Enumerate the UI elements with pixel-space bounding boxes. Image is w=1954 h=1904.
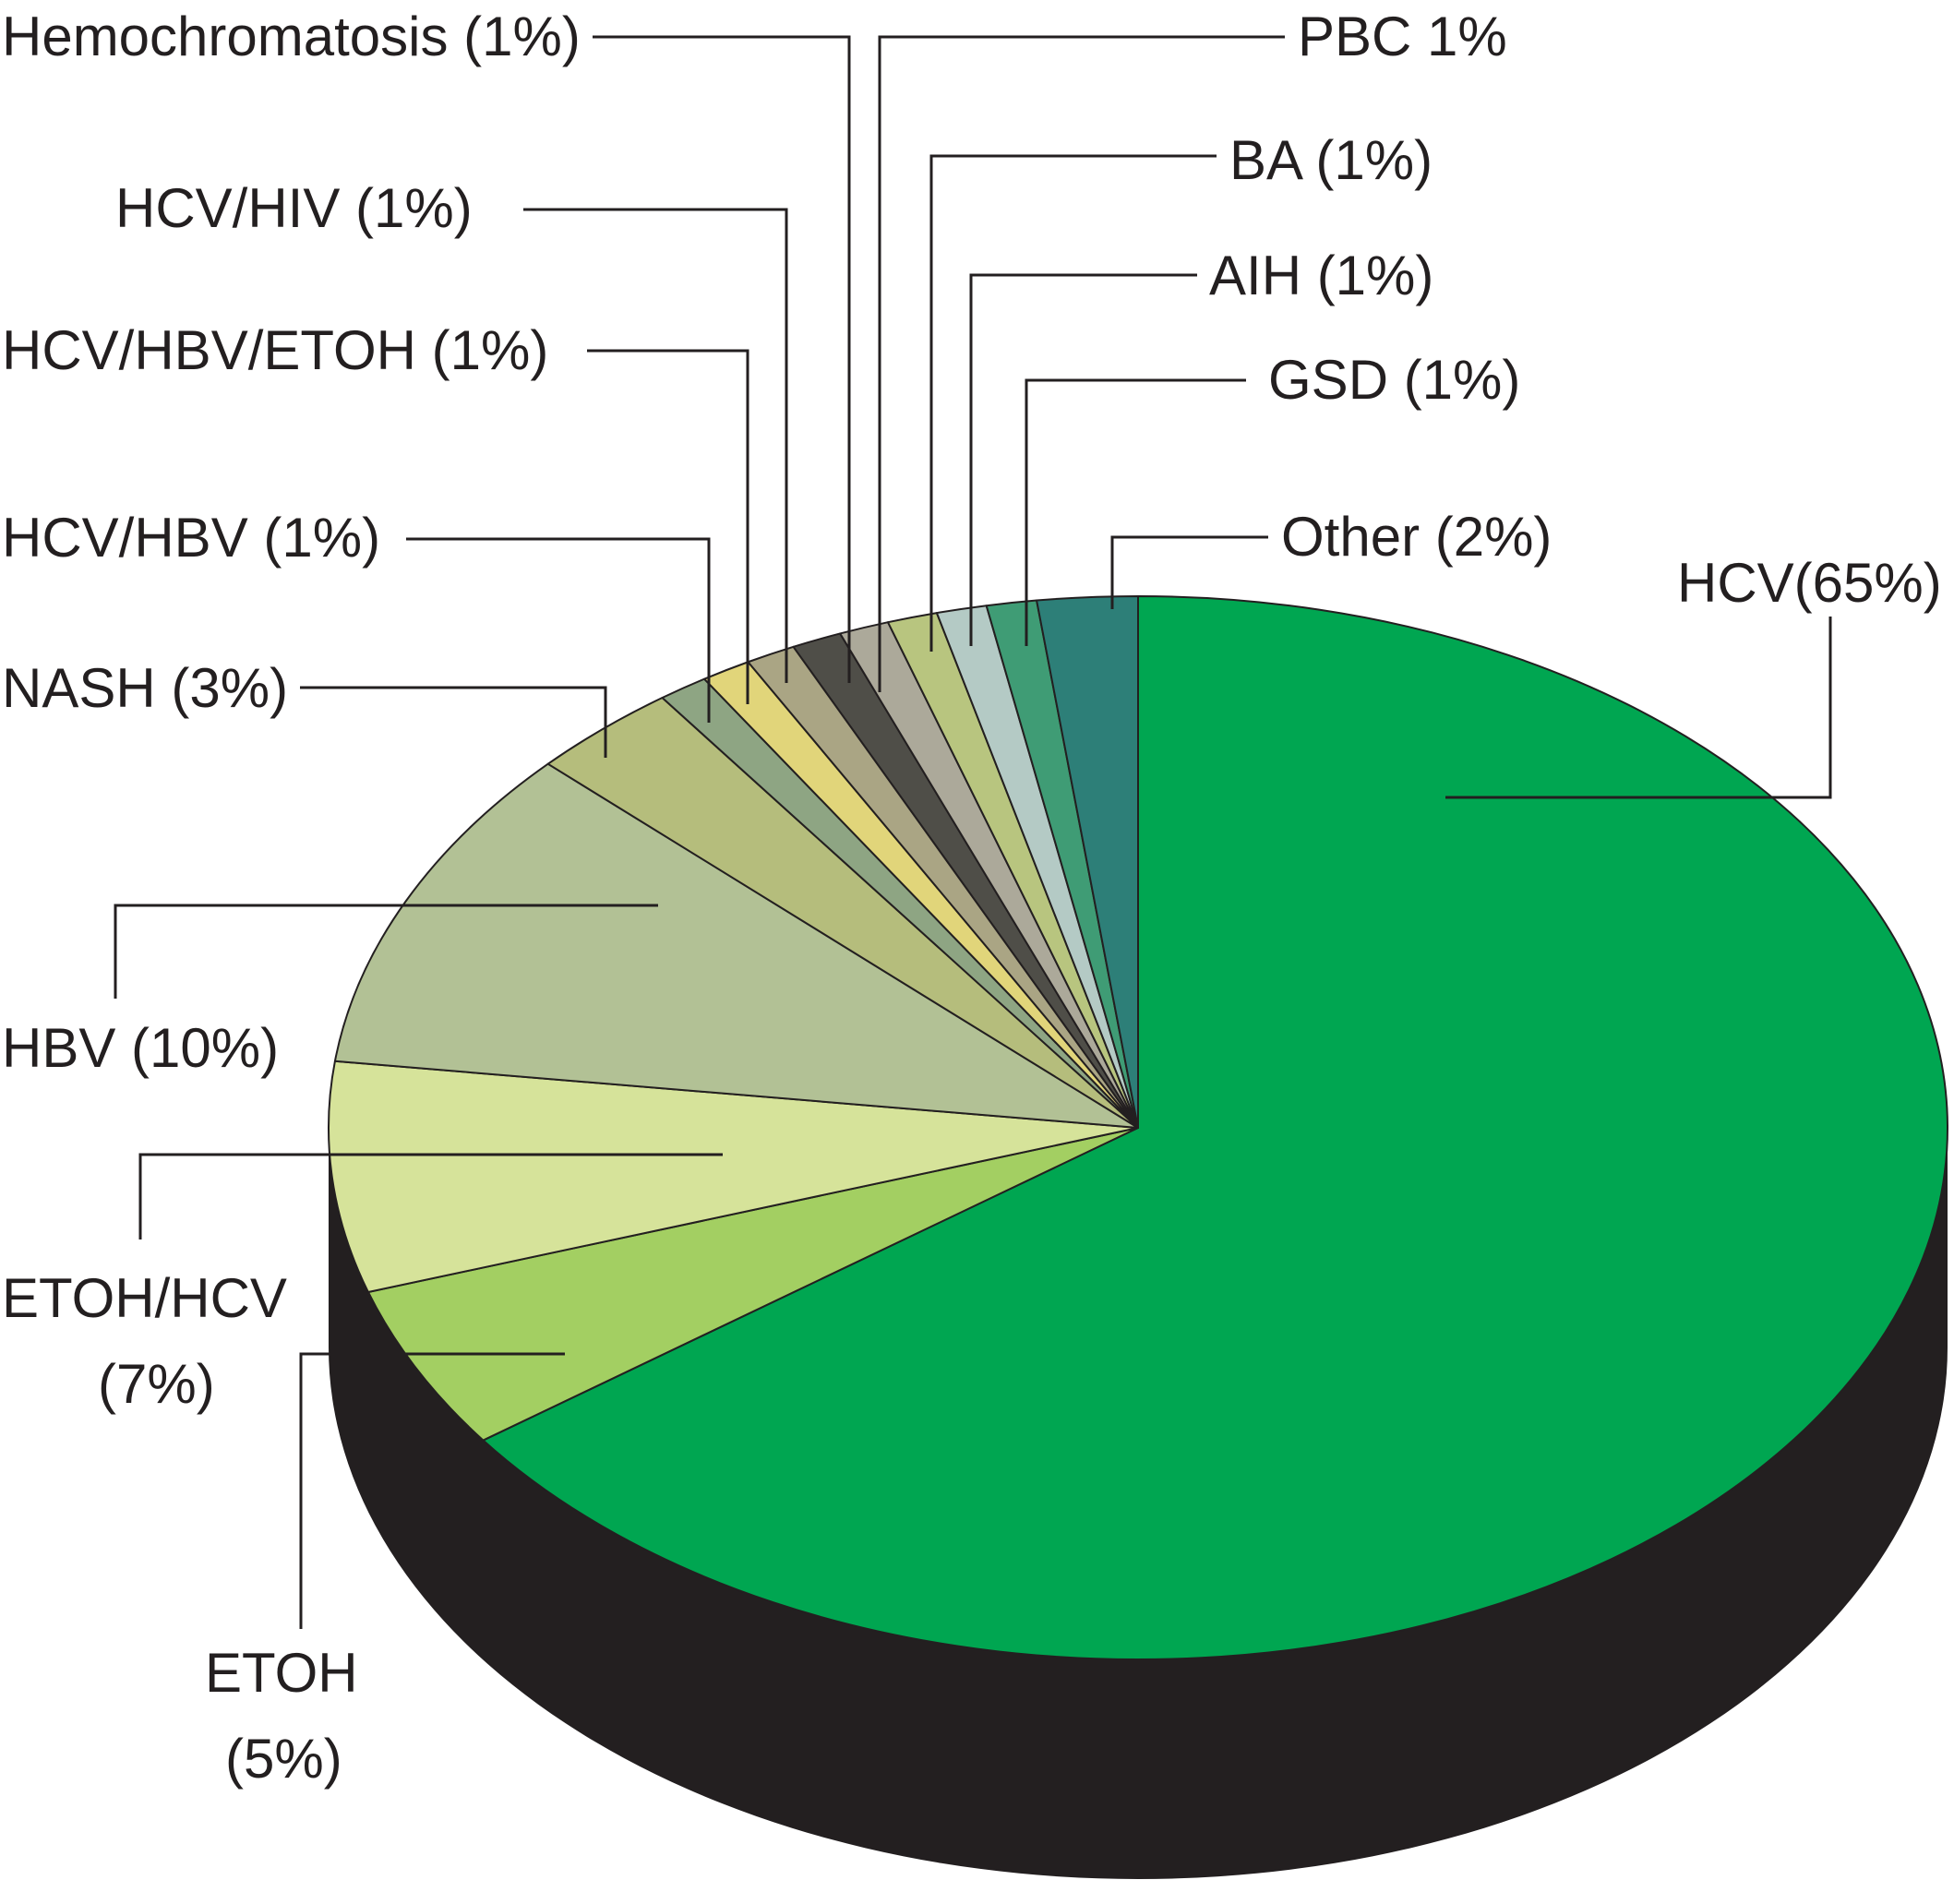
label-hemochromatosis: Hemochromatosis (1%) bbox=[2, 6, 581, 67]
leader-lines bbox=[114, 35, 1832, 1629]
label-etoh-hcv-line1: ETOH/HCV bbox=[2, 1267, 287, 1329]
leader-line-etoh-hcv bbox=[138, 1153, 723, 1239]
label-gsd: GSD (1%) bbox=[1268, 349, 1520, 411]
leader-line-hbv bbox=[114, 904, 658, 999]
leader-line-ba bbox=[929, 154, 1217, 652]
label-hcv-hbv: HCV/HBV (1%) bbox=[2, 507, 380, 569]
leader-line-aih bbox=[969, 273, 1197, 646]
leader-line-other bbox=[1110, 535, 1268, 609]
label-ba: BA (1%) bbox=[1229, 129, 1433, 191]
leader-line-nash bbox=[300, 686, 607, 758]
label-hcv: HCV(65%) bbox=[1677, 552, 1942, 614]
pie-side bbox=[329, 1128, 1948, 1879]
label-pbc: PBC 1% bbox=[1298, 6, 1507, 67]
label-nash: NASH (3%) bbox=[2, 657, 288, 719]
label-other: Other (2%) bbox=[1281, 506, 1552, 568]
label-etoh-hcv-line2: (7%) bbox=[98, 1353, 215, 1415]
label-hbv: HBV (10%) bbox=[2, 1017, 279, 1079]
label-hcv-hbv-etoh: HCV/HBV/ETOH (1%) bbox=[2, 319, 548, 381]
label-etoh-line1: ETOH bbox=[205, 1642, 358, 1704]
leader-line-hemochromatosis bbox=[593, 35, 851, 683]
leader-line-pbc bbox=[878, 35, 1285, 692]
pie-slice-hbv bbox=[333, 762, 1139, 1129]
label-aih: AIH (1%) bbox=[1209, 245, 1433, 306]
pie-slice-etoh bbox=[366, 1127, 1139, 1442]
leader-line-hcv-hbv bbox=[406, 537, 711, 723]
pie-slices bbox=[328, 595, 1948, 1660]
pie-slice-hcv bbox=[482, 595, 1948, 1660]
slice-labels: HCV(65%) ETOH (5%) ETOH/HCV (7%) HBV (10… bbox=[2, 6, 1942, 1790]
leader-line-gsd bbox=[1025, 378, 1246, 646]
leader-line-hcv-hiv bbox=[523, 208, 788, 683]
leader-line-hcv-hbv-etoh bbox=[587, 349, 749, 704]
pie-slice-etoh-hcv bbox=[328, 1060, 1139, 1293]
label-etoh-line2: (5%) bbox=[225, 1728, 342, 1790]
pie-side-wall bbox=[329, 1128, 1948, 1879]
label-hcv-hiv: HCV/HIV (1%) bbox=[115, 177, 473, 239]
pie-slice-other bbox=[1036, 595, 1139, 1129]
leader-line-hcv bbox=[1445, 617, 1832, 799]
leader-line-etoh bbox=[299, 1352, 565, 1629]
